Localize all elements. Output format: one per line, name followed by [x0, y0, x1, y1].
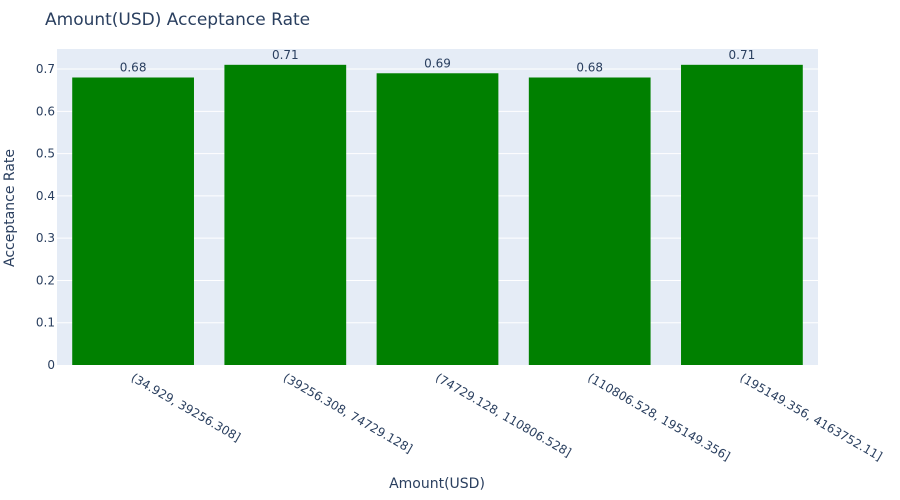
bar-value-label: 0.71 [729, 48, 756, 62]
bars [72, 64, 803, 366]
y-tick-label: 0.5 [36, 147, 55, 161]
bar-value-label: 0.71 [272, 48, 299, 62]
bar [224, 64, 347, 365]
y-axis-ticks: 0 0.1 0.2 0.3 0.4 0.5 0.6 0.7 [36, 62, 55, 372]
y-tick-label: 0.7 [36, 62, 55, 76]
x-tick-label: (34.929, 39256.308] [129, 370, 243, 444]
x-tick-label: (195149.356, 4163752.11] [737, 370, 884, 463]
chart-title: Amount(USD) Acceptance Rate [45, 10, 310, 30]
y-tick-label: 0.4 [36, 189, 55, 203]
data-labels: 0.68 0.71 0.69 0.68 0.71 [120, 48, 756, 75]
x-axis-title: Amount(USD) [389, 476, 485, 492]
x-axis-ticks: (34.929, 39256.308] (39256.308, 74729.128… [129, 370, 885, 463]
x-tick-label: (39256.308, 74729.128] [281, 370, 415, 456]
y-tick-label: 0.3 [36, 231, 55, 245]
y-tick-label: 0.2 [36, 273, 55, 287]
bar [72, 77, 194, 366]
y-tick-label: 0.1 [36, 316, 55, 330]
y-tick-label: 0.6 [36, 104, 55, 118]
bar-value-label: 0.69 [424, 56, 451, 70]
x-tick-label: (74729.128, 110806.528] [433, 370, 574, 459]
y-axis-title: Acceptance Rate [2, 149, 18, 267]
bar-value-label: 0.68 [120, 60, 147, 74]
y-tick-label: 0 [47, 358, 55, 372]
bar-value-label: 0.68 [576, 60, 603, 74]
x-tick-label: (110806.528, 195149.356] [585, 370, 732, 463]
bar [681, 64, 803, 365]
bar [376, 73, 499, 365]
bar [528, 77, 651, 366]
